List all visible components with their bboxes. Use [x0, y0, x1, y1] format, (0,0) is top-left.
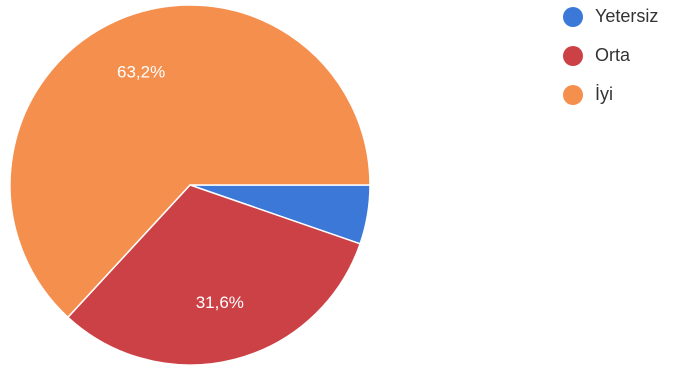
legend-label-orta: Orta [595, 45, 631, 65]
pie-slices [9, 4, 371, 366]
legend-label-yetersiz: Yetersiz [595, 6, 658, 26]
pie-data-labels: 31,6% 63,2% [117, 63, 244, 312]
legend: Yetersiz Orta İyi [563, 6, 658, 105]
pie-slice-orta [66, 184, 362, 366]
legend-marker-iyi [563, 85, 583, 105]
legend-label-iyi: İyi [595, 84, 613, 104]
data-label-orta: 31,6% [196, 293, 244, 312]
legend-marker-yetersiz [563, 7, 583, 27]
legend-marker-orta [563, 46, 583, 66]
pie-slice-iyi [9, 4, 371, 319]
data-label-iyi: 63,2% [117, 63, 165, 82]
